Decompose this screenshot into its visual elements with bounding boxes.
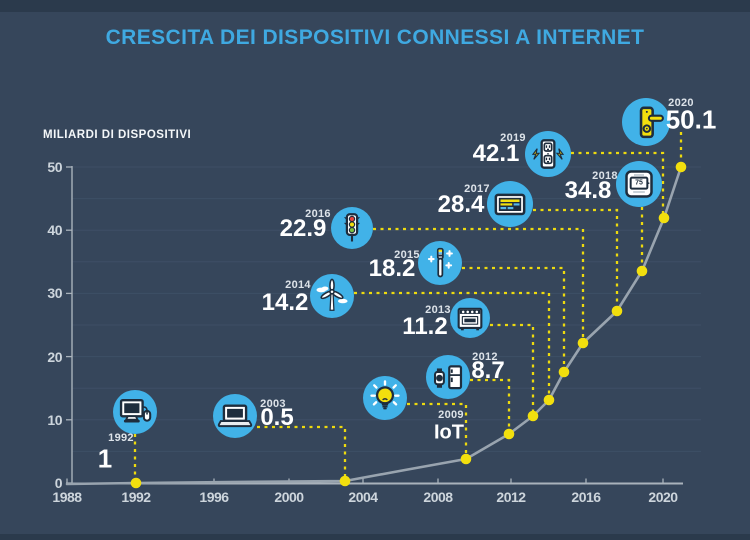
connector-line-2012 — [470, 378, 511, 431]
x-tick-label-1996: 1996 — [199, 489, 229, 505]
milestone-bubble-2013 — [450, 298, 490, 338]
x-tick-label-2008: 2008 — [423, 489, 453, 505]
connector-line-2019 — [571, 151, 665, 215]
data-point-dot-2019 — [658, 212, 670, 224]
milestone-value-label-2009: IoT — [434, 421, 464, 444]
x-tick-label-2012: 2012 — [496, 489, 526, 505]
milestone-year-label-2018: 2018 — [592, 170, 618, 182]
traffic-light-icon — [334, 210, 370, 246]
x-tick-label-1988: 1988 — [52, 489, 82, 505]
milestone-value-label-2014: 14.2 — [261, 289, 309, 316]
data-point-dot-2016 — [577, 337, 589, 349]
y-tick-label-50: 50 — [47, 159, 62, 175]
lightbulb-icon — [366, 379, 404, 417]
connector-line-2014 — [354, 291, 551, 397]
page-title: CRESCITA DEI DISPOSITIVI CONNESSI A INTE… — [105, 26, 645, 49]
laptop-icon — [216, 397, 254, 435]
milestone-value-label-2020: 50.1 — [665, 104, 717, 135]
oven-icon — [453, 301, 487, 335]
y-tick-label-30: 30 — [47, 285, 62, 302]
data-point-dot-2009 — [460, 453, 472, 465]
data-point-dot-2017 — [611, 305, 623, 317]
milestone-year-label-2009: 2009 — [438, 409, 464, 421]
milestone-year-label-2019: 2019 — [500, 132, 526, 144]
milestone-bubble-2019 — [525, 131, 571, 177]
y-tick-label-10: 10 — [47, 411, 62, 428]
milestone-bubble-1992 — [113, 390, 157, 434]
milestone-bubble-2018 — [616, 161, 662, 207]
desktop-computer-icon — [116, 393, 154, 431]
milestone-value-label-2012: 8.7 — [471, 357, 505, 384]
data-point-dot-2015 — [558, 366, 570, 378]
milestone-value-label-2019: 42.1 — [472, 140, 520, 167]
toothbrush-icon — [421, 244, 459, 282]
y-tick-label-20: 20 — [47, 348, 62, 365]
connector-line-2017 — [533, 208, 619, 308]
milestone-year-label-2016: 2016 — [305, 208, 331, 220]
milestone-year-label-2020: 2020 — [668, 97, 694, 109]
power-outlet-icon — [528, 134, 568, 174]
milestone-bubble-2015 — [418, 241, 462, 285]
bottom-strip — [0, 534, 750, 540]
milestone-value-label-2016: 22.9 — [279, 215, 327, 242]
data-point-dot-2014 — [543, 394, 555, 406]
connector-line-2003 — [257, 425, 347, 478]
milestone-year-label-2015: 2015 — [394, 249, 420, 261]
y-tick-label-40: 40 — [47, 222, 62, 239]
milestone-value-label-2017: 28.4 — [437, 191, 485, 218]
milestone-value-label-2015: 18.2 — [368, 255, 416, 282]
x-tick-label-2020: 2020 — [648, 489, 678, 505]
milestone-bubble-2009 — [363, 376, 407, 420]
data-point-dot-2020 — [675, 161, 687, 173]
milestone-bubble-2014 — [310, 274, 354, 318]
milestone-bubble-2003 — [213, 394, 257, 438]
milestone-value-label-2013: 11.2 — [402, 313, 448, 340]
data-point-dot-2018 — [636, 265, 648, 277]
milestone-year-label-2003: 2003 — [260, 398, 286, 410]
milestone-year-label-2017: 2017 — [464, 183, 490, 195]
milestone-value-label-2018: 34.8 — [564, 177, 612, 204]
x-tick-label-2000: 2000 — [274, 489, 304, 505]
milestone-value-label-1992: 1 — [97, 443, 113, 474]
y-axis-title: MILIARDI DI DISPOSITIVI — [43, 129, 192, 141]
data-point-dot-2013 — [527, 410, 539, 422]
connector-line-2016 — [373, 227, 585, 340]
milestone-value-label-2003: 0.5 — [260, 404, 294, 431]
milestone-bubble-2016 — [331, 207, 373, 249]
smartwatch-fridge-icon — [429, 358, 467, 396]
milestone-bubble-2020 — [622, 98, 670, 146]
wind-turbine-icon — [313, 277, 351, 315]
x-tick-label-2004: 2004 — [348, 489, 378, 505]
milestone-bubble-2012 — [426, 355, 470, 399]
milestone-year-label-1992: 1992 — [108, 432, 134, 444]
milestone-bubble-2017 — [487, 181, 533, 227]
data-point-dot-2003 — [339, 475, 351, 487]
milestone-year-label-2013: 2013 — [425, 304, 451, 316]
smart-display-icon — [490, 184, 530, 224]
milestone-year-label-2012: 2012 — [472, 351, 498, 363]
top-strip — [0, 0, 750, 12]
thermostat-display-value: 75 — [635, 179, 643, 187]
x-tick-label-1992: 1992 — [121, 489, 151, 505]
x-tick-label-2016: 2016 — [571, 489, 601, 505]
data-point-dot-1992 — [130, 477, 142, 489]
milestone-year-label-2014: 2014 — [285, 279, 311, 291]
y-tick-label-0: 0 — [54, 475, 63, 491]
data-point-dot-2012 — [503, 428, 515, 440]
door-lock-icon — [626, 102, 667, 143]
